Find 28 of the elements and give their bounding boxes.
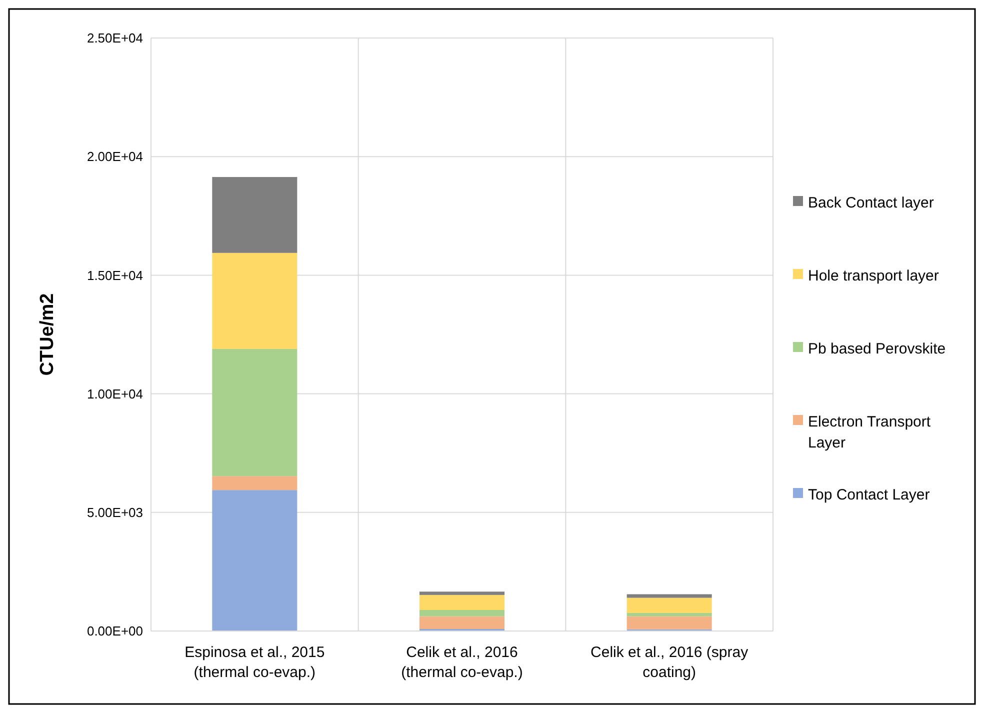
bar [626,598,712,613]
bar [212,177,298,253]
y-tick-label: 2.00E+04 [86,149,143,164]
legend-label: Electron Transport Layer [808,413,932,452]
bar [212,490,298,631]
x-tick-label: Celik et al., 2016 (spray coating) [590,644,749,681]
y-tick-label: 2.50E+04 [86,30,143,46]
bar [626,612,712,616]
y-tick-label: 0.00E+00 [86,624,143,639]
bar [212,348,298,476]
bar [419,610,505,616]
y-axis-title: CTUe/m2 [37,293,58,376]
bar [212,252,298,349]
bar [626,616,712,630]
legend-label: Top Contact Layer [808,486,930,504]
legend-label: Hole transport layer [808,267,939,284]
y-tick-label: 5.00E+03 [86,504,143,520]
bar [212,476,298,490]
y-tick-label: 1.50E+04 [86,268,143,283]
bar [419,592,505,595]
y-tick-label: 1.00E+04 [86,386,143,402]
legend-label: Pb based Perovskite [808,340,946,358]
x-tick-label: Celik et al., 2016 (thermal co-evap.) [401,644,523,681]
legend-label: Back Contact layer [808,194,934,212]
bar [419,594,505,610]
x-tick-label: Espinosa et al., 2015 (thermal co-evap.) [184,644,325,681]
bar [419,616,505,629]
bar [626,594,712,598]
